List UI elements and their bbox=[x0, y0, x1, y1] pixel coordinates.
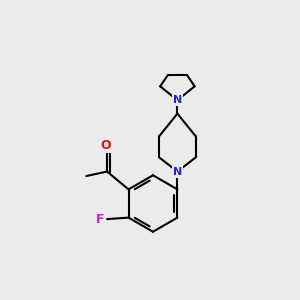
Text: N: N bbox=[173, 167, 182, 176]
Text: N: N bbox=[173, 95, 182, 105]
Text: F: F bbox=[96, 213, 105, 226]
Text: O: O bbox=[100, 139, 111, 152]
